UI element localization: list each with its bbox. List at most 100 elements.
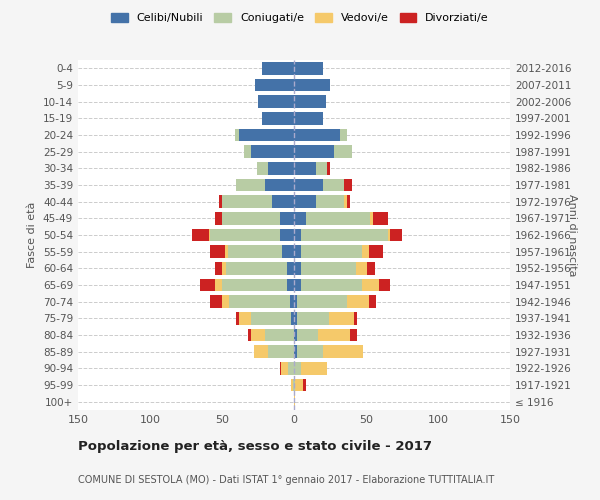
Bar [295, 379, 302, 391]
Bar [254, 346, 268, 358]
Bar [251, 146, 294, 158]
Bar [251, 329, 265, 341]
Bar [301, 362, 327, 374]
Bar [229, 296, 290, 308]
Bar [293, 379, 294, 391]
Bar [258, 96, 294, 108]
Bar [323, 179, 344, 192]
Bar [369, 246, 383, 258]
Bar [294, 179, 323, 192]
Bar [294, 329, 297, 341]
Bar [294, 112, 323, 124]
Bar [373, 212, 388, 224]
Bar [236, 312, 239, 324]
Bar [281, 362, 288, 374]
Bar [244, 146, 251, 158]
Bar [362, 279, 379, 291]
Bar [323, 346, 363, 358]
Bar [265, 179, 294, 192]
Text: Popolazione per età, sesso e stato civile - 2017: Popolazione per età, sesso e stato civil… [78, 440, 432, 453]
Bar [215, 212, 222, 224]
Bar [211, 296, 222, 308]
Bar [301, 246, 362, 258]
Bar [262, 112, 294, 124]
Bar [219, 196, 222, 208]
Bar [301, 262, 356, 274]
Bar [222, 279, 287, 291]
Bar [294, 262, 301, 274]
Bar [355, 312, 358, 324]
Bar [280, 212, 294, 224]
Bar [294, 96, 326, 108]
Bar [222, 296, 229, 308]
Bar [301, 229, 388, 241]
Bar [294, 212, 305, 224]
Bar [302, 379, 305, 391]
Bar [226, 262, 287, 274]
Bar [222, 196, 272, 208]
Text: COMUNE DI SESTOLA (MO) - Dati ISTAT 1° gennaio 2017 - Elaborazione TUTTITALIA.IT: COMUNE DI SESTOLA (MO) - Dati ISTAT 1° g… [78, 475, 494, 485]
Y-axis label: Anni di nascita: Anni di nascita [567, 194, 577, 276]
Bar [255, 79, 294, 92]
Bar [265, 329, 294, 341]
Bar [329, 312, 355, 324]
Bar [294, 62, 323, 74]
Bar [225, 246, 228, 258]
Bar [388, 229, 391, 241]
Bar [262, 62, 294, 74]
Bar [222, 212, 280, 224]
Bar [268, 346, 294, 358]
Bar [222, 262, 226, 274]
Bar [288, 362, 294, 374]
Bar [283, 246, 294, 258]
Bar [294, 79, 330, 92]
Bar [248, 329, 251, 341]
Bar [297, 346, 323, 358]
Bar [235, 129, 239, 141]
Bar [379, 279, 391, 291]
Bar [297, 312, 329, 324]
Bar [294, 312, 297, 324]
Bar [334, 146, 352, 158]
Bar [347, 196, 350, 208]
Bar [294, 279, 301, 291]
Bar [294, 362, 301, 374]
Bar [272, 196, 294, 208]
Bar [215, 262, 222, 274]
Bar [291, 379, 293, 391]
Bar [239, 129, 294, 141]
Bar [294, 196, 316, 208]
Bar [370, 212, 373, 224]
Bar [239, 312, 251, 324]
Legend: Celibi/Nubili, Coniugati/e, Vedovi/e, Divorziati/e: Celibi/Nubili, Coniugati/e, Vedovi/e, Di… [107, 8, 493, 28]
Bar [356, 262, 367, 274]
Bar [362, 246, 369, 258]
Bar [297, 329, 319, 341]
Bar [344, 179, 352, 192]
Bar [236, 179, 265, 192]
Bar [294, 396, 295, 408]
Bar [294, 346, 297, 358]
Bar [316, 196, 344, 208]
Bar [280, 229, 294, 241]
Y-axis label: Fasce di età: Fasce di età [28, 202, 37, 268]
Bar [347, 296, 369, 308]
Bar [294, 129, 340, 141]
Bar [192, 229, 209, 241]
Bar [257, 162, 268, 174]
Bar [367, 262, 374, 274]
Bar [340, 129, 347, 141]
Bar [316, 162, 327, 174]
Bar [294, 229, 301, 241]
Bar [211, 246, 225, 258]
Bar [294, 162, 316, 174]
Bar [200, 279, 215, 291]
Bar [287, 262, 294, 274]
Bar [294, 379, 295, 391]
Bar [297, 296, 347, 308]
Bar [251, 312, 291, 324]
Bar [305, 212, 370, 224]
Bar [294, 146, 334, 158]
Bar [350, 329, 358, 341]
Bar [209, 229, 211, 241]
